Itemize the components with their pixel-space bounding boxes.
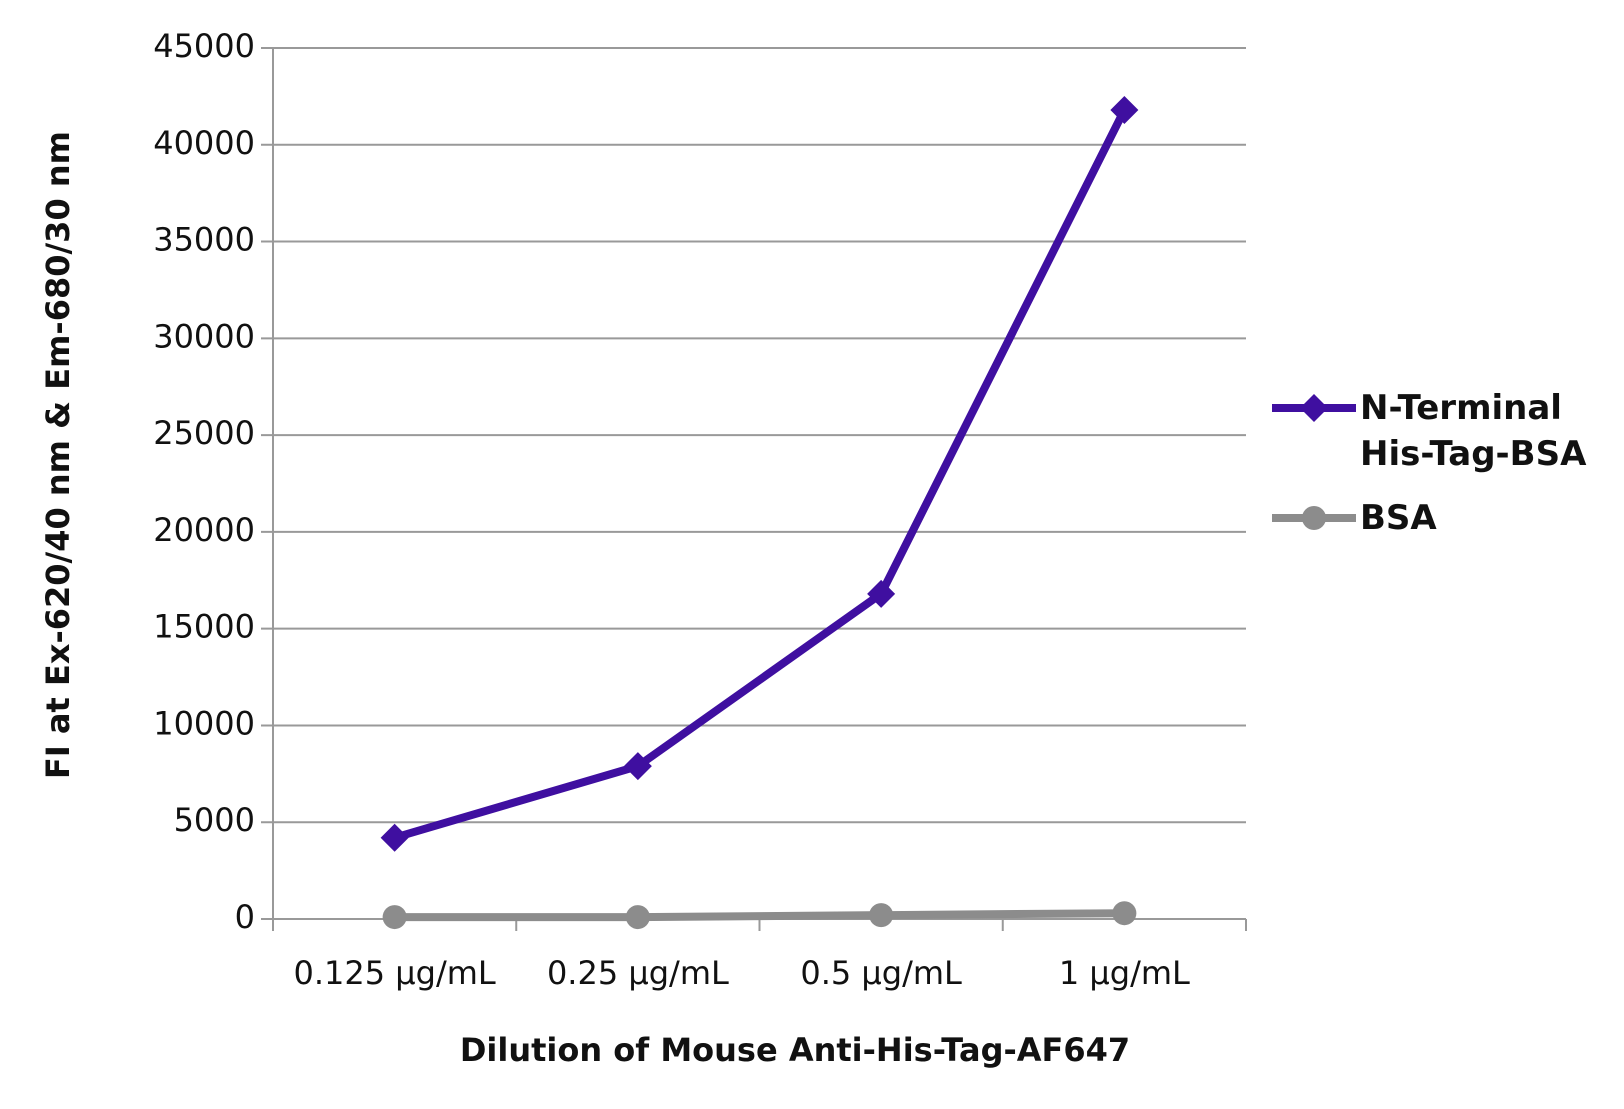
y-tick-label: 20000 xyxy=(153,511,255,549)
legend-swatch xyxy=(1272,394,1356,422)
y-tick-label: 40000 xyxy=(153,124,255,162)
x-tick-label: 0.25 µg/mL xyxy=(547,954,729,992)
legend-item: BSA xyxy=(1270,495,1610,541)
marker xyxy=(1300,394,1328,422)
marker xyxy=(869,903,894,928)
y-tick-label: 0 xyxy=(235,898,255,936)
marker xyxy=(623,752,652,781)
y-tick-label: 45000 xyxy=(153,27,255,65)
y-tick-label: 30000 xyxy=(153,317,255,355)
y-tick-label: 5000 xyxy=(174,801,255,839)
legend-label: N-Terminal His-Tag-BSA xyxy=(1360,388,1587,474)
y-tick-label: 35000 xyxy=(153,221,255,259)
marker xyxy=(867,579,896,608)
marker xyxy=(1112,901,1137,926)
legend-item: N-Terminal His-Tag-BSA xyxy=(1270,385,1610,477)
x-axis-label: Dilution of Mouse Anti-His-Tag-AF647 xyxy=(460,1031,1130,1069)
x-tick-label: 0.5 µg/mL xyxy=(800,954,962,992)
x-tick-label: 1 µg/mL xyxy=(1059,954,1190,992)
y-tick-label: 15000 xyxy=(153,608,255,646)
legend-label: BSA xyxy=(1360,498,1437,538)
x-tick-label: 0.125 µg/mL xyxy=(294,954,496,992)
series-line xyxy=(393,108,1128,842)
y-tick-label: 10000 xyxy=(153,704,255,742)
marker xyxy=(382,905,407,930)
series-line xyxy=(394,909,1125,922)
legend: N-Terminal His-Tag-BSA BSA xyxy=(1270,385,1610,559)
marker xyxy=(1110,95,1139,124)
marker xyxy=(1302,506,1326,530)
y-tick-label: 25000 xyxy=(153,414,255,452)
marker xyxy=(625,905,650,930)
marker xyxy=(380,823,409,852)
legend-swatch xyxy=(1272,506,1356,530)
y-axis-label: FI at Ex-620/40 nm & Em-680/30 nm xyxy=(39,131,77,779)
